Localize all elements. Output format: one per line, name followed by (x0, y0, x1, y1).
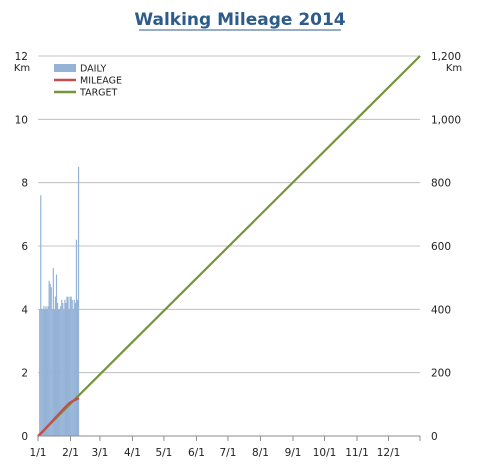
daily-bar (46, 309, 48, 436)
series-lines (37, 55, 421, 437)
daily-bar (76, 299, 79, 436)
left-tick-label: 10 (15, 114, 28, 126)
right-axis-unit: Km (446, 63, 462, 74)
daily-bar (70, 296, 72, 436)
x-tick-label: 7/1 (219, 447, 236, 459)
x-tick-label: 6/1 (188, 447, 205, 459)
daily-bar (53, 309, 55, 436)
daily-bar (57, 309, 60, 436)
right-tick-label: 400 (431, 304, 451, 316)
legend-swatch-daily (54, 64, 76, 72)
daily-bar (43, 306, 45, 436)
left-tick-label: 0 (21, 431, 28, 443)
gridlines (38, 55, 420, 374)
left-axis-unit: Km (14, 63, 30, 74)
left-tick-label: 12 (15, 51, 28, 63)
daily-bar (60, 306, 62, 436)
daily-bar (68, 309, 70, 436)
legend-label-daily: DAILY (80, 64, 106, 75)
right-tick-label: 1,000 (431, 114, 461, 126)
daily-bar (65, 303, 67, 436)
left-tick-label: 2 (21, 368, 28, 380)
daily-bar (62, 303, 64, 436)
daily-bar (45, 306, 47, 436)
left-tick-label: 6 (21, 241, 28, 253)
axes: 0 2 4 6 8 10 12 0 200 400 600 800 1,000 1,200 1/1 2/1 3/… (15, 51, 461, 459)
x-tick-label: 5/1 (155, 447, 172, 459)
right-tick-label: 800 (431, 178, 451, 190)
daily-bar (42, 309, 44, 436)
daily-bar (55, 274, 58, 436)
daily-bar (50, 287, 52, 436)
daily-bar (54, 296, 57, 436)
x-tick-label: 10/1 (313, 447, 337, 459)
legend-label-target: TARGET (79, 88, 118, 99)
x-tick-label: 8/1 (252, 447, 269, 459)
daily-bar (73, 299, 75, 436)
daily-bar (69, 296, 71, 436)
x-tick-label: 12/1 (377, 447, 401, 459)
right-tick-label: 600 (431, 241, 451, 253)
x-tick-label: 4/1 (124, 447, 141, 459)
daily-bar (49, 284, 51, 436)
legend-label-mileage: MILEAGE (80, 76, 122, 87)
daily-bar (64, 299, 66, 436)
right-tick-label: 0 (431, 431, 438, 443)
daily-bar (72, 309, 74, 436)
daily-bar (71, 299, 73, 436)
target-line (37, 55, 421, 437)
daily-bars (39, 166, 80, 437)
daily-bar (40, 195, 42, 436)
x-tick-label: 11/1 (345, 447, 369, 459)
right-tick-label: 200 (431, 368, 451, 380)
mileage-line (37, 396, 80, 437)
daily-bar (56, 303, 59, 436)
daily-bar (51, 309, 53, 436)
daily-bar (41, 309, 43, 436)
daily-bar (48, 280, 50, 436)
daily-bar (44, 309, 46, 436)
right-tick-label: 1,200 (431, 51, 461, 63)
daily-bar (39, 309, 41, 436)
daily-bar (61, 299, 63, 436)
daily-bar (67, 296, 69, 436)
daily-bar (63, 309, 65, 436)
left-tick-label: 8 (21, 178, 28, 190)
left-tick-label: 4 (21, 304, 28, 316)
daily-bar (47, 306, 49, 436)
x-tick-label: 2/1 (62, 447, 79, 459)
x-tick-label: 3/1 (91, 447, 108, 459)
daily-bar (74, 303, 76, 436)
daily-bar (59, 309, 61, 436)
chart-title: Walking Mileage 2014 (134, 10, 345, 30)
daily-bar (75, 239, 78, 436)
daily-bar (52, 268, 54, 436)
x-tick-label: 1/1 (30, 447, 47, 459)
daily-bar (77, 166, 80, 437)
x-tick-label: 9/1 (285, 447, 302, 459)
daily-bar (66, 296, 68, 436)
